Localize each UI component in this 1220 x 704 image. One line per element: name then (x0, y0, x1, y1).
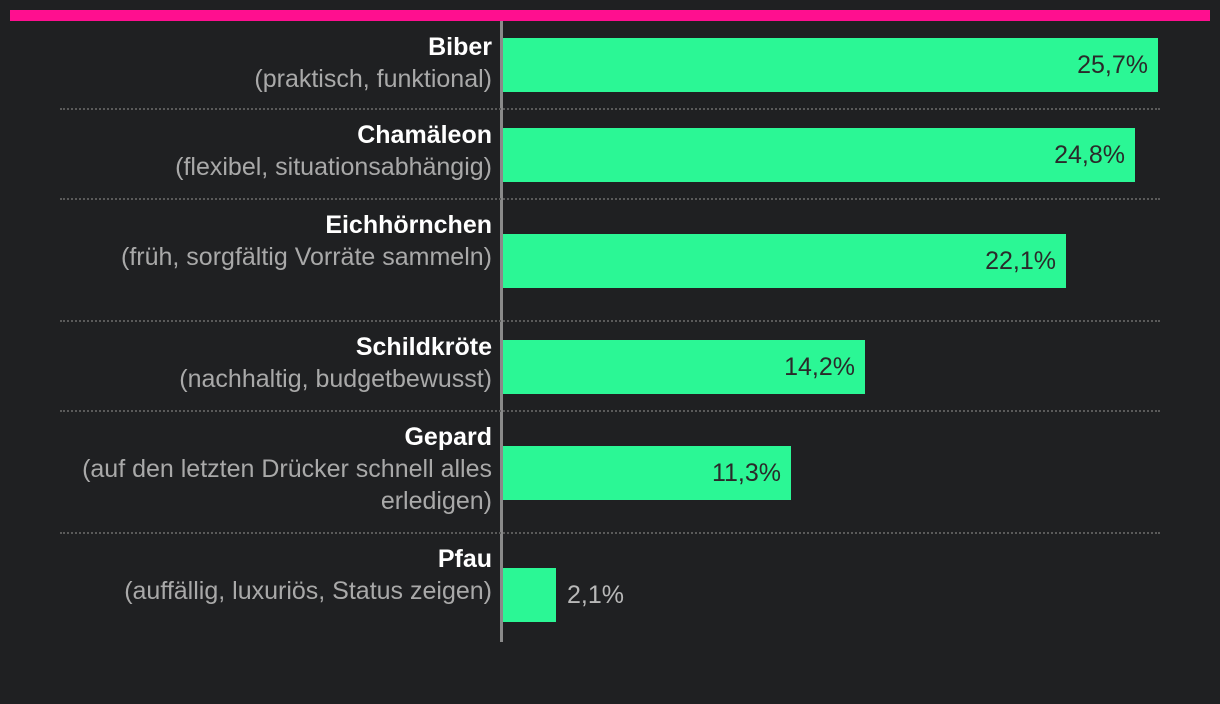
category-name: Biber (428, 33, 492, 61)
category-description: (praktisch, funktional) (254, 65, 492, 93)
bar (503, 38, 1158, 92)
bar (503, 446, 791, 500)
category-label: Schildkröte (nachhaltig, budgetbewusst) (20, 331, 492, 395)
row-divider (60, 198, 1160, 200)
category-label: Eichhörnchen (früh, sorgfältig Vorräte sa… (20, 209, 492, 273)
y-axis-line (500, 21, 503, 642)
category-description: (früh, sorgfältig Vorräte sammeln) (121, 243, 492, 271)
data-label: 25,7% (1077, 51, 1148, 79)
data-label: 24,8% (1054, 141, 1125, 169)
category-description: (auffällig, luxuriös, Status zeigen) (124, 577, 492, 605)
row-divider (60, 320, 1160, 322)
category-label: Pfau (auffällig, luxuriös, Status zeigen) (20, 543, 492, 607)
bar (503, 568, 556, 622)
row-divider (60, 410, 1160, 412)
data-label: 22,1% (985, 247, 1056, 275)
category-name: Schildkröte (355, 333, 492, 361)
bar (503, 234, 1066, 288)
accent-stripe (10, 10, 1210, 21)
category-name: Gepard (404, 423, 492, 451)
category-description: (flexibel, situationsabhängig) (175, 153, 492, 181)
row-divider (60, 108, 1160, 110)
category-description: (auf den letzten Drücker schnell alles e… (82, 455, 492, 515)
category-label: Gepard (auf den letzten Drücker schnell a… (20, 421, 492, 517)
category-name: Pfau (437, 545, 492, 573)
data-label: 2,1% (567, 581, 624, 609)
category-label: Biber (praktisch, funktional) (20, 31, 492, 95)
row-divider (60, 532, 1160, 534)
category-name: Chamäleon (357, 121, 492, 149)
bar (503, 340, 865, 394)
bar (503, 128, 1135, 182)
data-label: 14,2% (784, 353, 855, 381)
category-name: Eichhörnchen (325, 211, 492, 239)
data-label: 11,3% (711, 459, 781, 487)
category-label: Chamäleon (flexibel, situationsabhängig) (20, 119, 492, 183)
category-description: (nachhaltig, budgetbewusst) (179, 365, 492, 393)
